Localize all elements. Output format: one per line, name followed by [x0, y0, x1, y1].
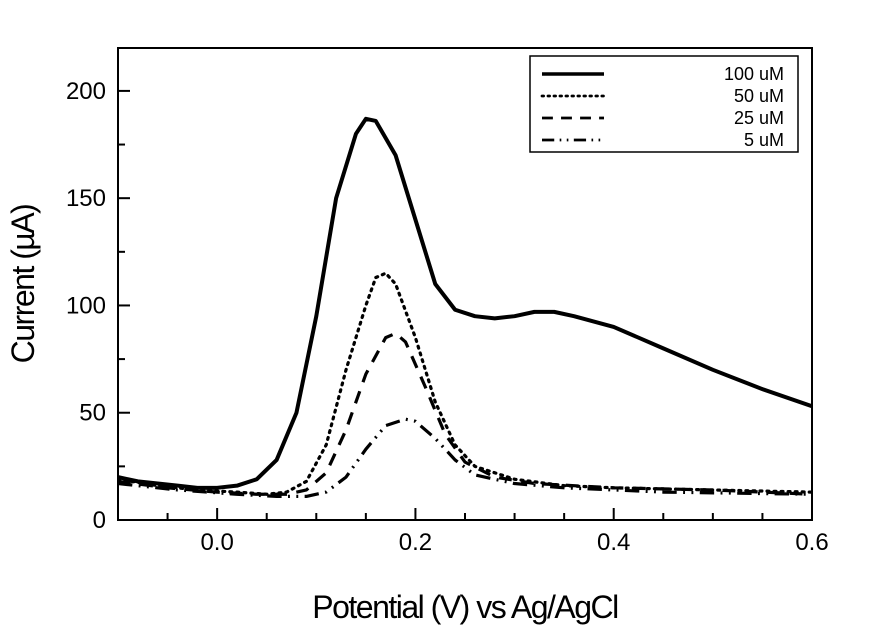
legend: 100 uM50 uM25 uM5 uM: [530, 56, 798, 152]
x-tick-label: 0.2: [399, 529, 432, 556]
y-tick-label: 150: [66, 185, 106, 212]
y-axis-label: Current (µA): [5, 205, 41, 364]
y-tick-label: 0: [93, 507, 106, 534]
y-tick-label: 100: [66, 292, 106, 319]
x-axis-label: Potential (V) vs Ag/AgCl: [312, 589, 617, 625]
legend-label-2: 25 uM: [734, 108, 784, 128]
legend-label-3: 5 uM: [744, 130, 784, 150]
voltammogram-chart: 0.0 0.2 0.4 0.6 0 50 100 150 200 Potential (V) vs…: [0, 0, 871, 636]
x-tick-label: 0.4: [597, 529, 630, 556]
legend-label-0: 100 uM: [724, 64, 784, 84]
y-tick-label: 50: [79, 400, 106, 427]
x-tick-label: 0.0: [200, 529, 233, 556]
y-tick-label: 200: [66, 78, 106, 105]
x-tick-label: 0.6: [795, 529, 828, 556]
legend-label-1: 50 uM: [734, 86, 784, 106]
